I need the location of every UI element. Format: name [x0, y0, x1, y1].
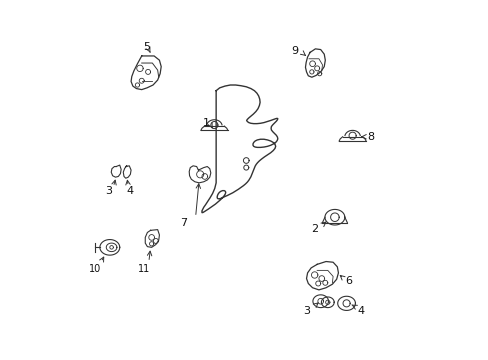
Polygon shape [111, 165, 121, 177]
Polygon shape [306, 261, 338, 290]
Polygon shape [189, 166, 210, 183]
Text: 3: 3 [303, 306, 309, 316]
Text: 2: 2 [310, 224, 318, 234]
Polygon shape [123, 166, 131, 178]
Text: 9: 9 [291, 46, 298, 56]
Text: 4: 4 [126, 186, 134, 196]
Text: 3: 3 [105, 186, 112, 196]
Text: 8: 8 [366, 132, 373, 142]
Text: 6: 6 [345, 276, 352, 286]
Text: 5: 5 [143, 42, 150, 52]
Polygon shape [305, 49, 325, 77]
Polygon shape [131, 56, 161, 90]
Polygon shape [145, 230, 159, 247]
Text: 1: 1 [203, 118, 209, 127]
Text: 10: 10 [89, 264, 101, 274]
Text: 11: 11 [138, 264, 150, 274]
Text: 7: 7 [180, 218, 187, 228]
Text: 4: 4 [357, 306, 364, 316]
